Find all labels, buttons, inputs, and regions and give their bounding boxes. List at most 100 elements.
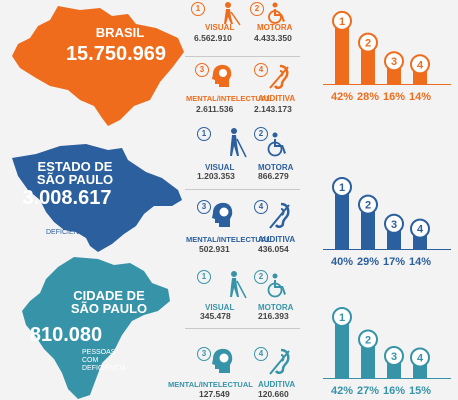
bar-chart: 1 42% 2 27% 3 16% 4 15% xyxy=(323,307,451,397)
category-number: 1 xyxy=(191,2,205,16)
brasil-map xyxy=(12,6,184,126)
category-number: 2 xyxy=(254,270,268,284)
bar xyxy=(335,18,349,84)
section-brasil: BRASIL 15.750.969 PESSOAS COM DEFICIÊNCI… xyxy=(0,0,458,133)
category-label: VISUAL xyxy=(205,23,235,32)
bar-number: 1 xyxy=(339,16,345,28)
bar-number: 3 xyxy=(391,219,397,231)
subtitle-line: DEFICIÊNCIA xyxy=(98,86,143,93)
ear-icon xyxy=(269,348,290,375)
bar-number: 3 xyxy=(391,56,397,68)
bar-percent-label: 29% xyxy=(357,256,379,268)
category-value: 120.660 xyxy=(258,389,289,399)
subtitle-line: COM xyxy=(98,78,115,85)
wheelchair-icon xyxy=(267,132,286,157)
bar-number: 4 xyxy=(417,224,424,236)
bar-percent-label: 14% xyxy=(409,256,431,268)
category-number: 2 xyxy=(250,2,264,16)
category-label: MOTORA xyxy=(258,163,294,172)
category-value: 6.562.910 xyxy=(194,33,232,43)
bar-number: 4 xyxy=(417,59,424,71)
subtitle-line: DEFICIÊNCIA xyxy=(82,365,127,372)
bar-percent-label: 16% xyxy=(383,91,405,100)
category-number: 4 xyxy=(254,347,268,361)
estado-sp-map xyxy=(12,144,182,252)
bar-percent-label: 17% xyxy=(383,256,405,268)
region-total: 810.080 xyxy=(29,324,103,346)
category-value: 2.611.536 xyxy=(196,104,234,114)
category-value: 2.143.173 xyxy=(254,104,292,114)
subtitle-line: DEFICIÊNCIA xyxy=(46,229,91,236)
category-label: VISUAL xyxy=(205,163,235,172)
category-label: MENTAL/INTELECTUAL xyxy=(186,235,271,244)
bar-number-badge xyxy=(384,51,404,72)
category-number: 4 xyxy=(254,200,268,214)
ear-icon xyxy=(269,202,290,229)
cidade-sp-map xyxy=(22,257,170,399)
bar-number: 2 xyxy=(365,335,371,347)
region-subtitle: PESSOAS COM DEFICIÊNCIA xyxy=(46,213,90,237)
bar-number-badge xyxy=(332,307,352,327)
bar xyxy=(361,202,375,249)
region-name-line: ESTADO DE xyxy=(37,159,113,174)
bar-number: 3 xyxy=(391,351,397,363)
blind-cane-icon xyxy=(230,128,247,158)
divider xyxy=(185,56,300,57)
section-cidade-sp: CIDADE DE SÃO PAULO 810.080 PESSOAS COM … xyxy=(0,255,458,400)
subtitle-line: COM xyxy=(82,357,99,364)
blind-cane-icon xyxy=(230,271,247,299)
bar-number-badge xyxy=(410,347,430,368)
category-number: 4 xyxy=(254,63,268,77)
category-value: 1.203.353 xyxy=(197,171,235,181)
bar-number: 1 xyxy=(339,182,345,194)
region-name: CIDADE DE SÃO PAULO xyxy=(54,289,164,315)
bar-percent-label: 27% xyxy=(357,385,379,397)
category-number: 3 xyxy=(195,63,209,77)
category-value: 216.393 xyxy=(258,311,289,321)
bar-percent-label: 28% xyxy=(357,91,379,100)
head-brain-icon xyxy=(212,202,233,227)
region-total: 15.750.969 xyxy=(65,43,167,65)
divider xyxy=(185,189,300,190)
bar-percent-label: 40% xyxy=(331,256,353,268)
region-name: BRASIL xyxy=(80,26,160,39)
region-subtitle: PESSOAS COM DEFICIÊNCIA xyxy=(98,70,142,94)
category-label: MOTORA xyxy=(257,23,293,32)
bar-number-badge xyxy=(358,329,378,350)
bar-chart: 1 40% 2 29% 3 17% 4 14% xyxy=(323,177,451,268)
bar-percent-label: 14% xyxy=(409,91,431,100)
bar-number-badge xyxy=(332,177,352,197)
head-brain-icon xyxy=(212,348,233,373)
bar xyxy=(335,315,349,378)
category-label: MOTORA xyxy=(258,303,294,312)
category-value: 502.931 xyxy=(199,244,230,254)
region-name-line: BRASIL xyxy=(95,25,145,40)
bar-number-badge xyxy=(410,54,430,75)
bar-number-badge xyxy=(384,213,404,234)
region-name-line: SÃO PAULO xyxy=(36,172,114,187)
category-value: 345.478 xyxy=(200,311,231,321)
region-name: ESTADO DE SÃO PAULO xyxy=(20,160,130,186)
subtitle-line: PESSOAS xyxy=(82,349,116,356)
bar-chart: 1 42% 2 28% 3 16% 4 14% xyxy=(323,10,451,100)
bar-number-badge xyxy=(384,346,404,366)
category-value: 436.054 xyxy=(258,244,289,254)
category-value: 866.279 xyxy=(258,171,289,181)
category-number: 1 xyxy=(197,127,211,141)
wheelchair-icon xyxy=(268,2,285,24)
category-number: 1 xyxy=(197,270,211,284)
bar-number: 2 xyxy=(365,38,371,50)
bar-number: 2 xyxy=(365,200,371,212)
region-total: 3.008.617 xyxy=(22,187,112,209)
bar-number-badge xyxy=(410,218,430,239)
category-label: VISUAL xyxy=(205,303,235,312)
region-name-line: CIDADE DE xyxy=(73,288,145,303)
category-label: MENTAL/INTELECTUAL xyxy=(186,94,271,103)
subtitle-line: COM xyxy=(60,221,77,228)
bar-number: 1 xyxy=(339,312,345,324)
bar-number-badge xyxy=(332,10,352,31)
bar-number-badge xyxy=(358,32,378,53)
bar-number-badge xyxy=(358,194,378,215)
category-number: 2 xyxy=(254,127,268,141)
head-brain-icon xyxy=(212,64,232,87)
